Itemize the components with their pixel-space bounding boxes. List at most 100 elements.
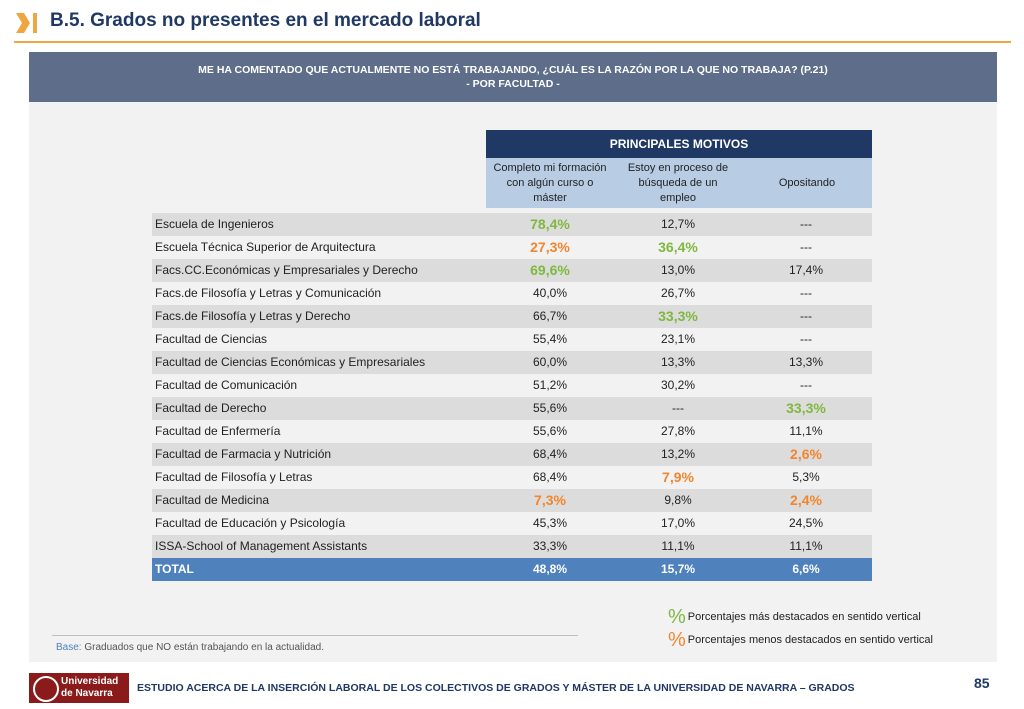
table-row: Facs.de Filosofía y Letras y Derecho 66,7… bbox=[152, 305, 872, 328]
table-row: Facs.CC.Económicas y Empresariales y Der… bbox=[152, 259, 872, 282]
table-row: Facultad de Farmacia y Nutrición 68,4% 13,… bbox=[152, 443, 872, 466]
table-cell: 68,4% bbox=[532, 470, 568, 484]
row-label: Facultad de Farmacia y Nutrición bbox=[155, 447, 332, 461]
table-cell: 12,7% bbox=[660, 217, 696, 231]
seal-icon bbox=[33, 676, 59, 702]
total-cell: 15,7% bbox=[660, 562, 696, 576]
base-note: Base: Graduados que NO están trabajando … bbox=[56, 642, 324, 653]
table-cell: 69,6% bbox=[530, 262, 570, 278]
table-cell: 78,4% bbox=[530, 216, 570, 232]
table-cell: 33,3% bbox=[786, 400, 826, 416]
table-cell: 33,3% bbox=[658, 308, 698, 324]
total-label: TOTAL bbox=[155, 562, 194, 576]
row-label: Facultad de Filosofía y Letras bbox=[155, 470, 313, 484]
question-text: ME HA COMENTADO QUE ACTUALMENTE NO ESTÁ … bbox=[198, 64, 828, 76]
logo-line-2: de Navarra bbox=[61, 688, 113, 699]
table-cell: 24,5% bbox=[788, 516, 824, 530]
table-cell: 2,6% bbox=[790, 446, 822, 462]
column-header-busqueda: Estoy en proceso de búsqueda de un emple… bbox=[614, 158, 742, 208]
table-cell: 23,1% bbox=[660, 332, 696, 346]
table-row: Facultad de Ciencias Económicas y Empres… bbox=[152, 351, 872, 374]
table-row: Escuela de Ingenieros 78,4% 12,7% --- bbox=[152, 213, 872, 236]
table-row: Facultad de Derecho 55,6% --- 33,3% bbox=[152, 397, 872, 420]
table-cell: 7,9% bbox=[662, 469, 694, 485]
table-cell: 5,3% bbox=[792, 470, 820, 484]
table-cell: 11,1% bbox=[661, 539, 695, 553]
table-group-header: PRINCIPALES MOTIVOS bbox=[486, 130, 872, 158]
table-cell: 68,4% bbox=[532, 447, 568, 461]
column-header-label: Estoy en proceso de búsqueda de un emple… bbox=[627, 161, 729, 204]
footer-text: ESTUDIO ACERCA DE LA INSERCIÓN LABORAL D… bbox=[137, 682, 855, 694]
row-label: Facultad de Ciencias bbox=[155, 332, 268, 346]
legend-low: % Porcentajes menos destacados en sentido… bbox=[668, 629, 933, 652]
table-row: Facultad de Filosofía y Letras 68,4% 7,9% 5… bbox=[152, 466, 872, 489]
table-body: Escuela de Ingenieros 78,4% 12,7% --- Escuel… bbox=[152, 213, 872, 558]
table-cell: 60,0% bbox=[532, 355, 568, 369]
table-row: Facs.de Filosofía y Letras y Comunicació… bbox=[152, 282, 872, 305]
table-row: Facultad de Enfermería 55,6% 27,8% 11,1% bbox=[152, 420, 872, 443]
table-row: Facultad de Educación y Psicología 45,3% 1… bbox=[152, 512, 872, 535]
table-row: Facultad de Comunicación 51,2% 30,2% --- bbox=[152, 374, 872, 397]
table-cell: 66,7% bbox=[532, 309, 568, 323]
table-cell: 45,3% bbox=[532, 516, 568, 530]
table-cell: --- bbox=[800, 378, 812, 392]
percent-icon: % bbox=[668, 606, 686, 628]
table-cell: 11,1% bbox=[789, 424, 823, 438]
university-logo: Universidad de Navarra bbox=[29, 673, 129, 703]
table-cell: 26,7% bbox=[660, 286, 696, 300]
table-cell: 13,2% bbox=[660, 447, 696, 461]
table-cell: --- bbox=[800, 217, 812, 231]
base-text: Graduados que NO están trabajando en la … bbox=[81, 642, 324, 653]
row-label: Facs.CC.Económicas y Empresariales y Der… bbox=[155, 263, 418, 277]
row-label: Facultad de Enfermería bbox=[155, 424, 281, 438]
table-cell: 13,3% bbox=[788, 355, 824, 369]
legend-low-text: Porcentajes menos destacados en sentido … bbox=[687, 634, 933, 646]
title-divider bbox=[14, 41, 1011, 43]
total-cell: 6,6% bbox=[792, 562, 820, 576]
base-label: Base: bbox=[56, 642, 82, 653]
table-cell: 27,8% bbox=[660, 424, 696, 438]
total-row: TOTAL 48,8% 15,7% 6,6% bbox=[152, 558, 872, 581]
table-cell: --- bbox=[800, 286, 812, 300]
table-cell: --- bbox=[800, 240, 812, 254]
row-label: Escuela Técnica Superior de Arquitectura bbox=[155, 240, 376, 254]
question-subtitle: - POR FACULTAD - bbox=[466, 78, 560, 90]
table-cell: 17,0% bbox=[660, 516, 696, 530]
base-divider bbox=[52, 635, 578, 636]
row-label: Facultad de Ciencias Económicas y Empres… bbox=[155, 355, 426, 369]
table-cell: 55,4% bbox=[532, 332, 568, 346]
table-cell: 17,4% bbox=[788, 263, 824, 277]
table-cell: 2,4% bbox=[790, 492, 822, 508]
chevron-right-icon bbox=[16, 13, 37, 33]
table-cell: --- bbox=[672, 401, 684, 415]
table-cell: 55,6% bbox=[532, 401, 568, 415]
table-cell: 30,2% bbox=[660, 378, 696, 392]
row-label: Facultad de Medicina bbox=[155, 493, 270, 507]
table-cell: 40,0% bbox=[532, 286, 568, 300]
column-header-label: Completo mi formación con algún curso o … bbox=[493, 161, 607, 204]
row-label: Facultad de Educación y Psicología bbox=[155, 516, 346, 530]
table-row: Facultad de Medicina 7,3% 9,8% 2,4% bbox=[152, 489, 872, 512]
table-cell: 9,8% bbox=[664, 493, 692, 507]
legend-high: % Porcentajes más destacados en sentido v… bbox=[668, 606, 921, 629]
page-title: B.5. Grados no presentes en el mercado l… bbox=[50, 10, 481, 31]
row-label: Escuela de Ingenieros bbox=[155, 217, 274, 231]
table-cell: 13,0% bbox=[660, 263, 696, 277]
table-cell: 27,3% bbox=[530, 239, 570, 255]
table-cell: --- bbox=[800, 309, 812, 323]
column-header-formacion: Completo mi formación con algún curso o … bbox=[486, 158, 614, 208]
table-row: Facultad de Ciencias 55,4% 23,1% --- bbox=[152, 328, 872, 351]
row-label: ISSA-School of Management Assistants bbox=[155, 539, 368, 553]
table-cell: 33,3% bbox=[532, 539, 568, 553]
column-header-label: Opositando bbox=[778, 176, 836, 189]
total-cell: 48,8% bbox=[532, 562, 568, 576]
question-banner: ME HA COMENTADO QUE ACTUALMENTE NO ESTÁ … bbox=[29, 52, 997, 102]
table-cell: 55,6% bbox=[532, 424, 568, 438]
table-cell: 51,2% bbox=[532, 378, 568, 392]
percent-icon: % bbox=[668, 629, 686, 651]
row-label: Facultad de Derecho bbox=[155, 401, 267, 415]
table-row: Escuela Técnica Superior de Arquitectura… bbox=[152, 236, 872, 259]
logo-line-1: Universidad bbox=[61, 676, 119, 687]
table-cell: 13,3% bbox=[660, 355, 696, 369]
page-number: 85 bbox=[974, 675, 990, 691]
